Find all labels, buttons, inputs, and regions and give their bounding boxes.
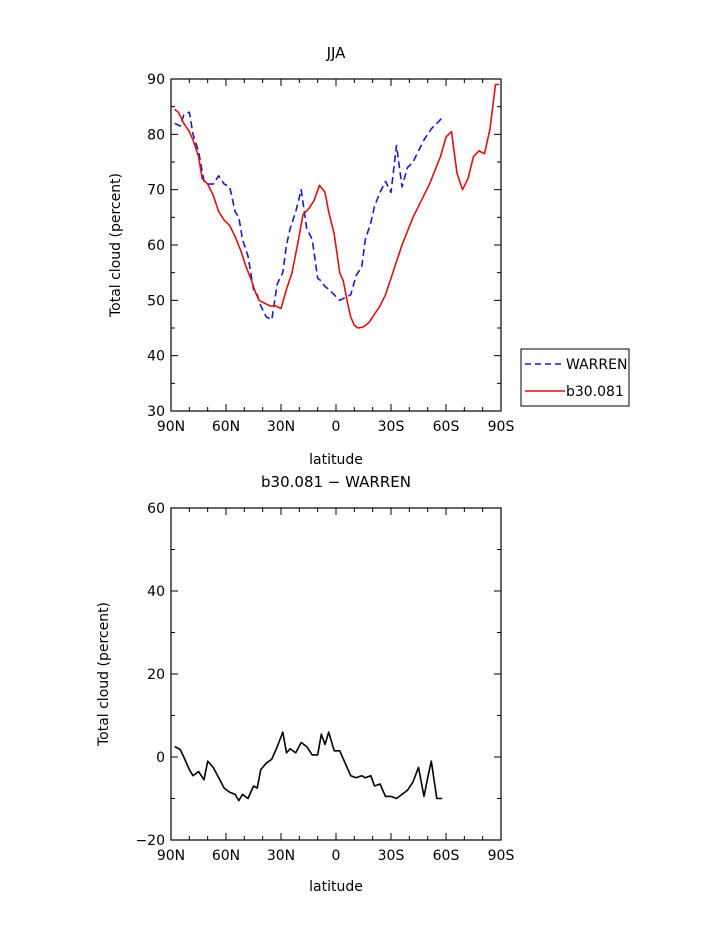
bottom-y-tick-label: 20 — [147, 667, 165, 683]
top-y-tick-label: 40 — [147, 349, 165, 365]
top-chart-panel: JJA latitude Total cloud (percent) WARRE… — [108, 44, 630, 468]
top-x-tick-label: 60N — [212, 419, 240, 435]
bottom-x-tick-label: 0 — [332, 848, 341, 864]
top-x-tick-label: 90N — [157, 419, 185, 435]
bottom-plot-frame — [170, 507, 502, 841]
bottom-plot-area — [170, 507, 502, 841]
bottom-x-axis-label: latitude — [309, 879, 363, 895]
top-x-tick-label: 0 — [332, 419, 341, 435]
bottom-y-tick-label: −20 — [135, 833, 165, 849]
top-y-tick-label: 70 — [147, 183, 165, 199]
top-y-tick-label: 50 — [147, 293, 165, 309]
top-y-tick-label: 30 — [147, 404, 165, 420]
bottom-x-tick-label: 30N — [267, 848, 295, 864]
top-y-tick-label: 80 — [147, 127, 165, 143]
top-y-tick-label: 60 — [147, 238, 165, 254]
top-y-axis-label: Total cloud (percent) — [108, 173, 124, 318]
legend-label-b30081: b30.081 — [566, 384, 624, 400]
bottom-y-tick-label: 60 — [147, 501, 165, 517]
bottom-chart-panel: b30.081 − WARREN latitude Total cloud (p… — [96, 473, 514, 895]
top-series-line-b30081 — [174, 83, 500, 329]
bottom-x-tick-label: 30S — [378, 848, 405, 864]
legend-label-warren: WARREN — [566, 357, 627, 373]
legend-box — [520, 348, 630, 407]
top-x-tick-label: 90S — [488, 419, 515, 435]
top-y-tick-label: 90 — [147, 72, 165, 88]
top-series-line-warren — [174, 111, 443, 321]
bottom-y-tick-label: 0 — [156, 750, 165, 766]
bottom-y-axis-label: Total cloud (percent) — [96, 602, 112, 747]
top-x-tick-label: 30N — [267, 419, 295, 435]
top-x-tick-label: 30S — [378, 419, 405, 435]
bottom-chart-title: b30.081 − WARREN — [261, 473, 411, 491]
bottom-x-tick-label: 60S — [433, 848, 460, 864]
bottom-series-line-difference — [174, 731, 443, 802]
bottom-x-tick-label: 90N — [157, 848, 185, 864]
bottom-x-tick-label: 90S — [488, 848, 515, 864]
top-x-axis-label: latitude — [309, 452, 363, 468]
bottom-x-tick-label: 60N — [212, 848, 240, 864]
top-x-tick-label: 60S — [433, 419, 460, 435]
bottom-y-tick-label: 40 — [147, 584, 165, 600]
top-chart-title: JJA — [326, 44, 347, 62]
top-legend: WARREN b30.081 — [520, 348, 630, 407]
